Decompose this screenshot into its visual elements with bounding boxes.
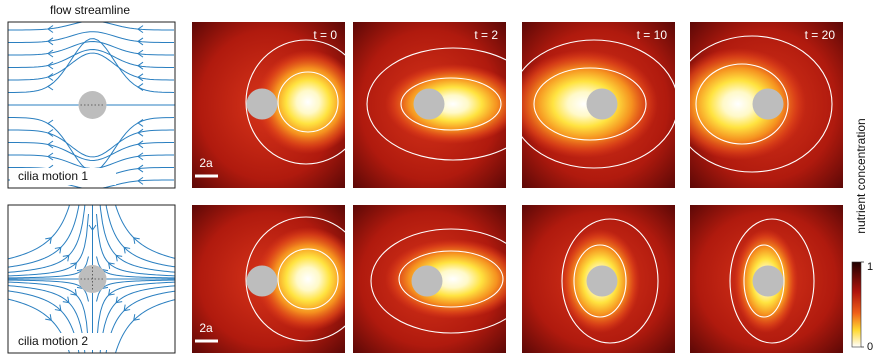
colorbar	[852, 262, 861, 347]
arrow	[48, 83, 53, 90]
row-label: cilia motion 2	[18, 334, 88, 348]
heatmap	[670, 22, 843, 188]
time-label: t = 0	[313, 28, 337, 42]
streamline	[0, 186, 87, 273]
streamline	[6, 50, 174, 68]
heatmap	[353, 205, 531, 353]
streamline	[6, 39, 174, 93]
figure: flow streamline cilia motion 1cilia moti…	[0, 0, 883, 363]
arrow	[138, 84, 143, 91]
streamline	[0, 285, 87, 363]
arrow	[48, 62, 53, 69]
arrow	[48, 74, 53, 81]
streamline	[0, 185, 75, 261]
streamline	[6, 143, 174, 161]
streamline	[99, 285, 187, 363]
particle	[247, 89, 278, 120]
time-label: t = 10	[637, 28, 668, 42]
heatmap	[690, 205, 843, 353]
scale-label: 2a	[199, 321, 213, 335]
colorbar-tick-label: 1	[867, 261, 873, 273]
arrow	[48, 120, 53, 127]
streamline	[6, 118, 174, 172]
particle	[247, 266, 278, 297]
arrow	[48, 141, 53, 148]
arrow	[138, 74, 143, 81]
particle	[753, 89, 784, 120]
heatmap	[522, 205, 675, 353]
arrow	[48, 129, 53, 136]
particle	[587, 266, 618, 297]
scale-label: 2a	[199, 156, 213, 170]
heatmap	[353, 22, 539, 188]
panel-title: flow streamline	[50, 3, 130, 17]
colorbar-tick-label: 0	[867, 341, 873, 353]
hot-region	[670, 48, 806, 160]
arrow	[138, 119, 143, 126]
streamline	[6, 32, 174, 43]
arrow	[138, 129, 143, 136]
particle	[412, 266, 443, 297]
hot-region	[510, 50, 658, 158]
heatmap	[192, 22, 366, 188]
time-label: t = 20	[805, 28, 836, 42]
row-label: cilia motion 1	[18, 169, 88, 183]
particle	[587, 89, 618, 120]
colorbar-label: nutrient concentration	[854, 118, 868, 233]
streamline-panels: cilia motion 1 cilia motion 2	[0, 21, 187, 363]
time-label: t = 2	[474, 28, 498, 42]
heatmap	[510, 22, 678, 188]
streamline	[99, 186, 187, 273]
concentration-panels: t = 0 2a t = 2 t = 10 t = 20 2a	[192, 22, 843, 353]
particle	[753, 266, 784, 297]
heatmap	[192, 205, 366, 353]
particle	[414, 89, 445, 120]
